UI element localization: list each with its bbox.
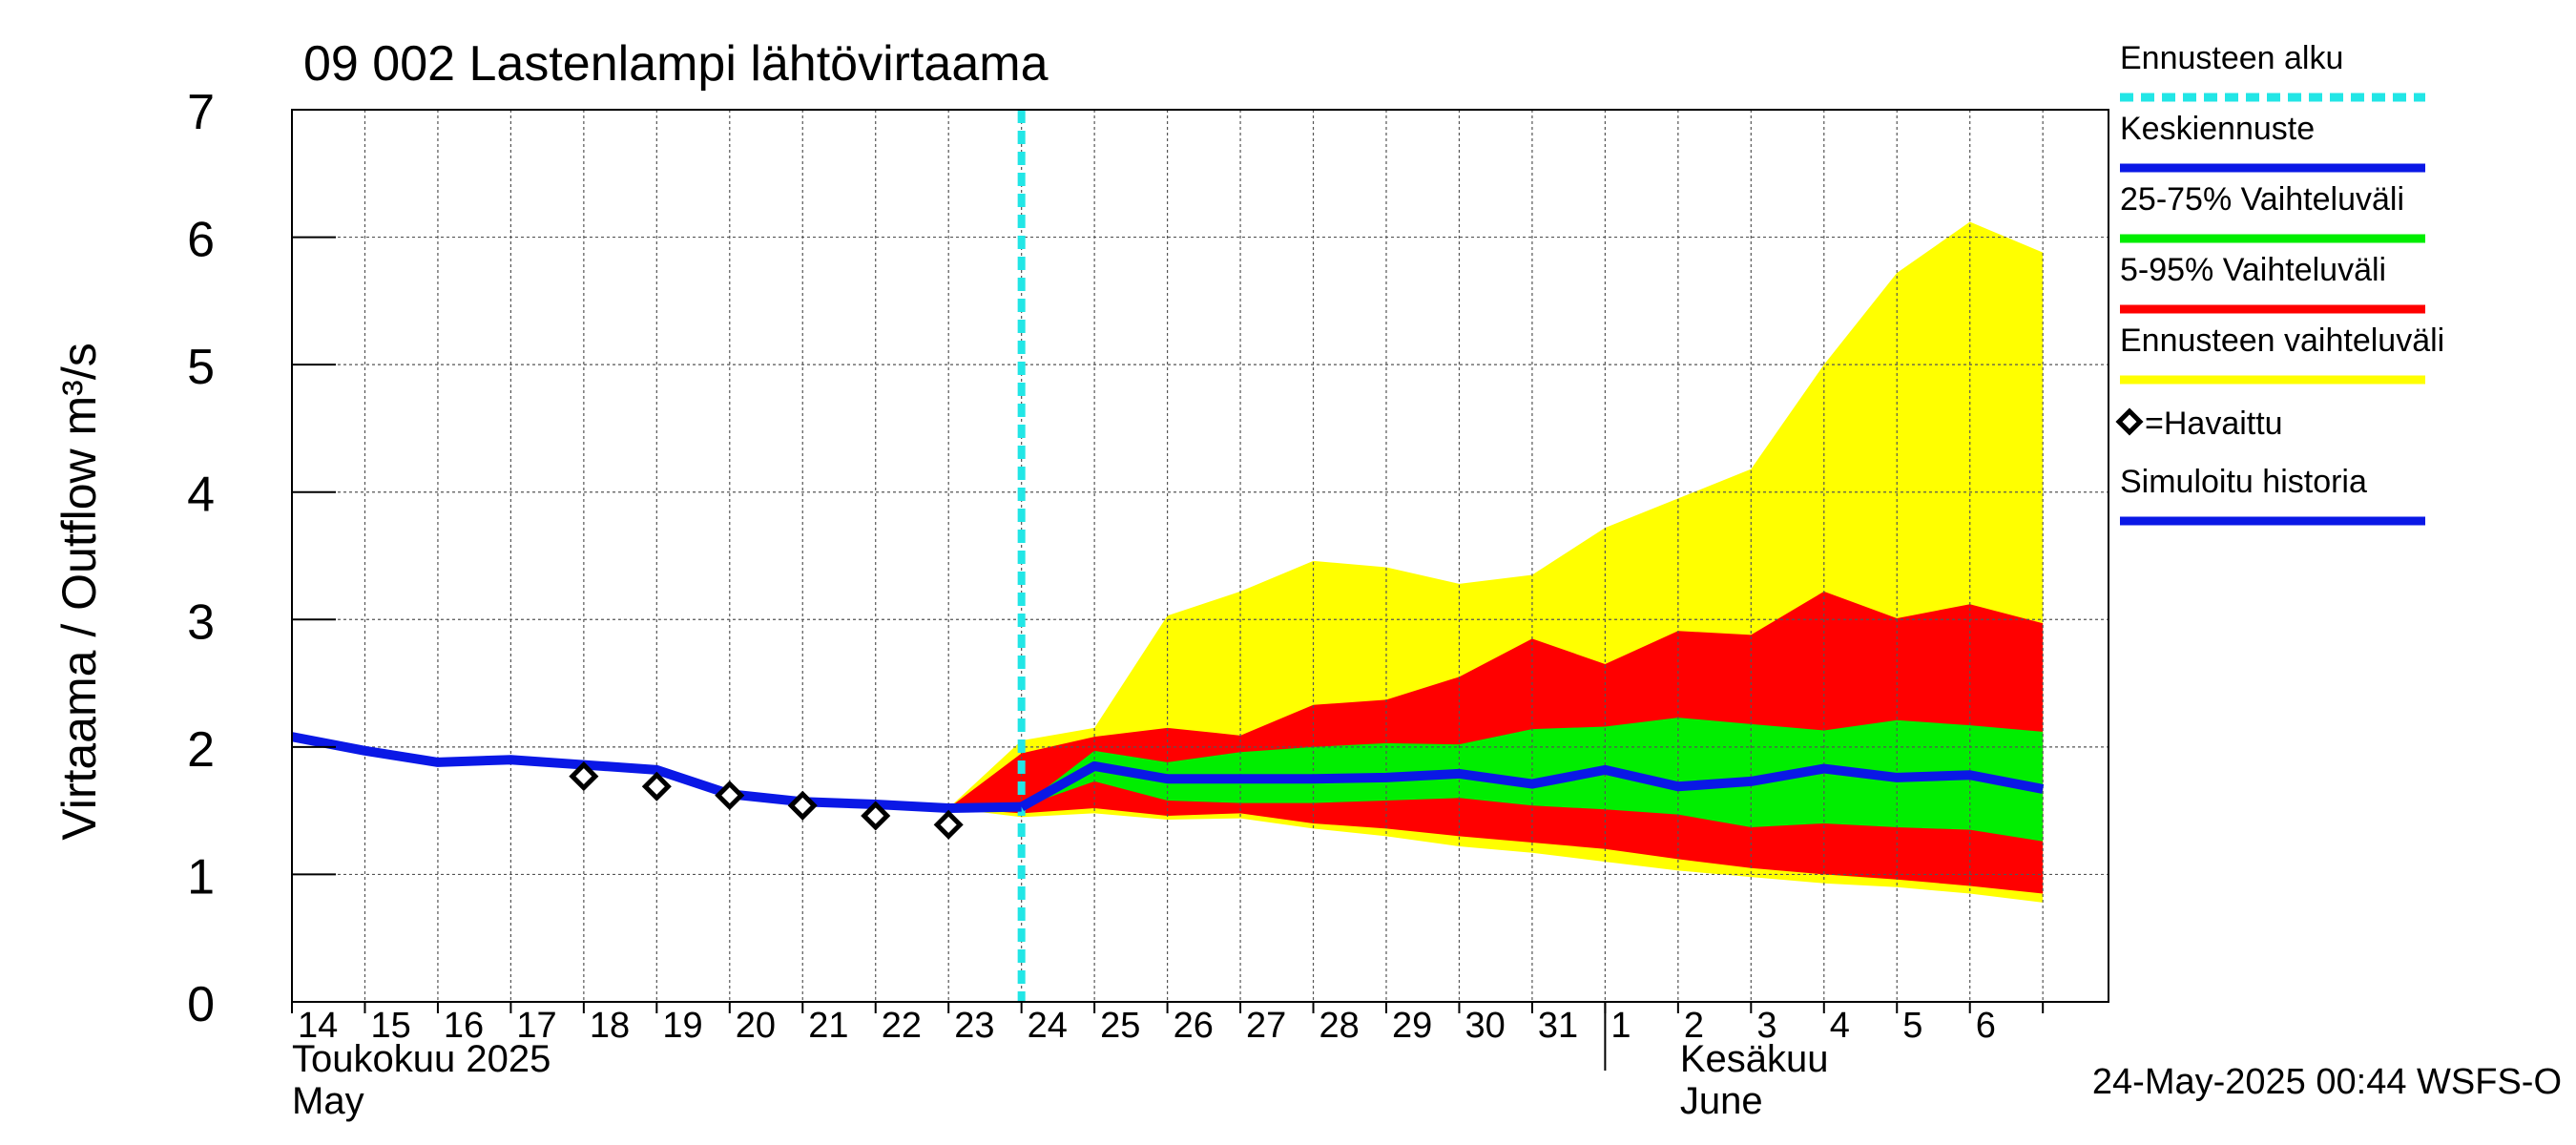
x-tick-label: 4 bbox=[1830, 1006, 1850, 1046]
x-tick-label: 22 bbox=[882, 1006, 922, 1046]
legend-label: Simuloitu historia bbox=[2120, 464, 2367, 500]
legend-label: Keskiennuste bbox=[2120, 111, 2315, 147]
line-simuloitu-historia bbox=[291, 732, 1022, 813]
x-tick-label: 6 bbox=[1976, 1006, 1996, 1046]
x-tick-label: 26 bbox=[1174, 1006, 1214, 1046]
y-tick-label: 7 bbox=[187, 85, 215, 140]
x-tick-label: 3 bbox=[1756, 1006, 1776, 1046]
y-tick-label: 4 bbox=[187, 468, 215, 523]
legend-label: 5-95% Vaihteluväli bbox=[2120, 252, 2386, 288]
month-label-en: May bbox=[292, 1080, 364, 1122]
y-tick-label: 5 bbox=[187, 340, 215, 395]
observed-markers bbox=[569, 761, 964, 840]
observed-point bbox=[861, 801, 891, 831]
legend: Ennusteen alku Keskiennuste 25-75% Vaihtel… bbox=[2115, 40, 2444, 526]
x-tick-label: 23 bbox=[954, 1006, 994, 1046]
x-tick-label: 20 bbox=[736, 1006, 776, 1046]
observed-point bbox=[787, 790, 818, 821]
x-tick-label: 30 bbox=[1465, 1006, 1505, 1046]
month-label-en: June bbox=[1680, 1080, 1763, 1122]
x-tick-label: 1 bbox=[1610, 1006, 1631, 1046]
x-tick-label: 5 bbox=[1902, 1006, 1922, 1046]
x-tick-label: 2 bbox=[1684, 1006, 1704, 1046]
y-axis-label: Virtaama / Outflow m³/s bbox=[52, 343, 106, 840]
legend-label: 25-75% Vaihteluväli bbox=[2120, 181, 2404, 218]
series-lines bbox=[291, 110, 2045, 1002]
y-tick-label: 3 bbox=[187, 594, 215, 650]
plot-frame bbox=[291, 109, 2109, 1003]
x-tick-label: 24 bbox=[1028, 1006, 1068, 1046]
chart-title: 09 002 Lastenlampi lähtövirtaama bbox=[303, 36, 1049, 92]
observed-point bbox=[641, 771, 672, 802]
legend-label: =Havaittu bbox=[2145, 406, 2283, 442]
timestamp: 24-May-2025 00:44 WSFS-O bbox=[2092, 1062, 2562, 1102]
x-tick-label: 21 bbox=[808, 1006, 848, 1046]
forecast-bands bbox=[948, 221, 2044, 903]
x-tick-label: 14 bbox=[298, 1006, 338, 1046]
x-tick-label: 19 bbox=[662, 1006, 702, 1046]
x-tick-label: 31 bbox=[1538, 1006, 1578, 1046]
line-keskiennuste bbox=[1019, 760, 2045, 812]
x-tick-label: 28 bbox=[1319, 1006, 1360, 1046]
x-tick-label: 29 bbox=[1392, 1006, 1432, 1046]
observed-point bbox=[933, 809, 964, 840]
x-tick-label: 25 bbox=[1100, 1006, 1140, 1046]
y-tick-label: 0 bbox=[187, 977, 215, 1032]
x-tick-label: 16 bbox=[444, 1006, 484, 1046]
x-tick-label: 18 bbox=[590, 1006, 630, 1046]
observed-point bbox=[715, 781, 745, 811]
y-tick-label: 6 bbox=[187, 213, 215, 268]
legend-marker bbox=[2115, 407, 2144, 436]
y-tick-label: 1 bbox=[187, 849, 215, 905]
observed-point bbox=[569, 761, 599, 792]
month-label-fi: Kesäkuu bbox=[1680, 1038, 1829, 1080]
legend-label: Ennusteen alku bbox=[2120, 40, 2343, 76]
y-tick-label: 2 bbox=[187, 722, 215, 778]
x-tick-label: 15 bbox=[370, 1006, 410, 1046]
x-tick-label: 27 bbox=[1246, 1006, 1286, 1046]
month-label-fi: Toukokuu 2025 bbox=[292, 1038, 551, 1080]
x-tick-label: 17 bbox=[516, 1006, 556, 1046]
legend-label: Ennusteen vaihteluväli bbox=[2120, 323, 2444, 359]
